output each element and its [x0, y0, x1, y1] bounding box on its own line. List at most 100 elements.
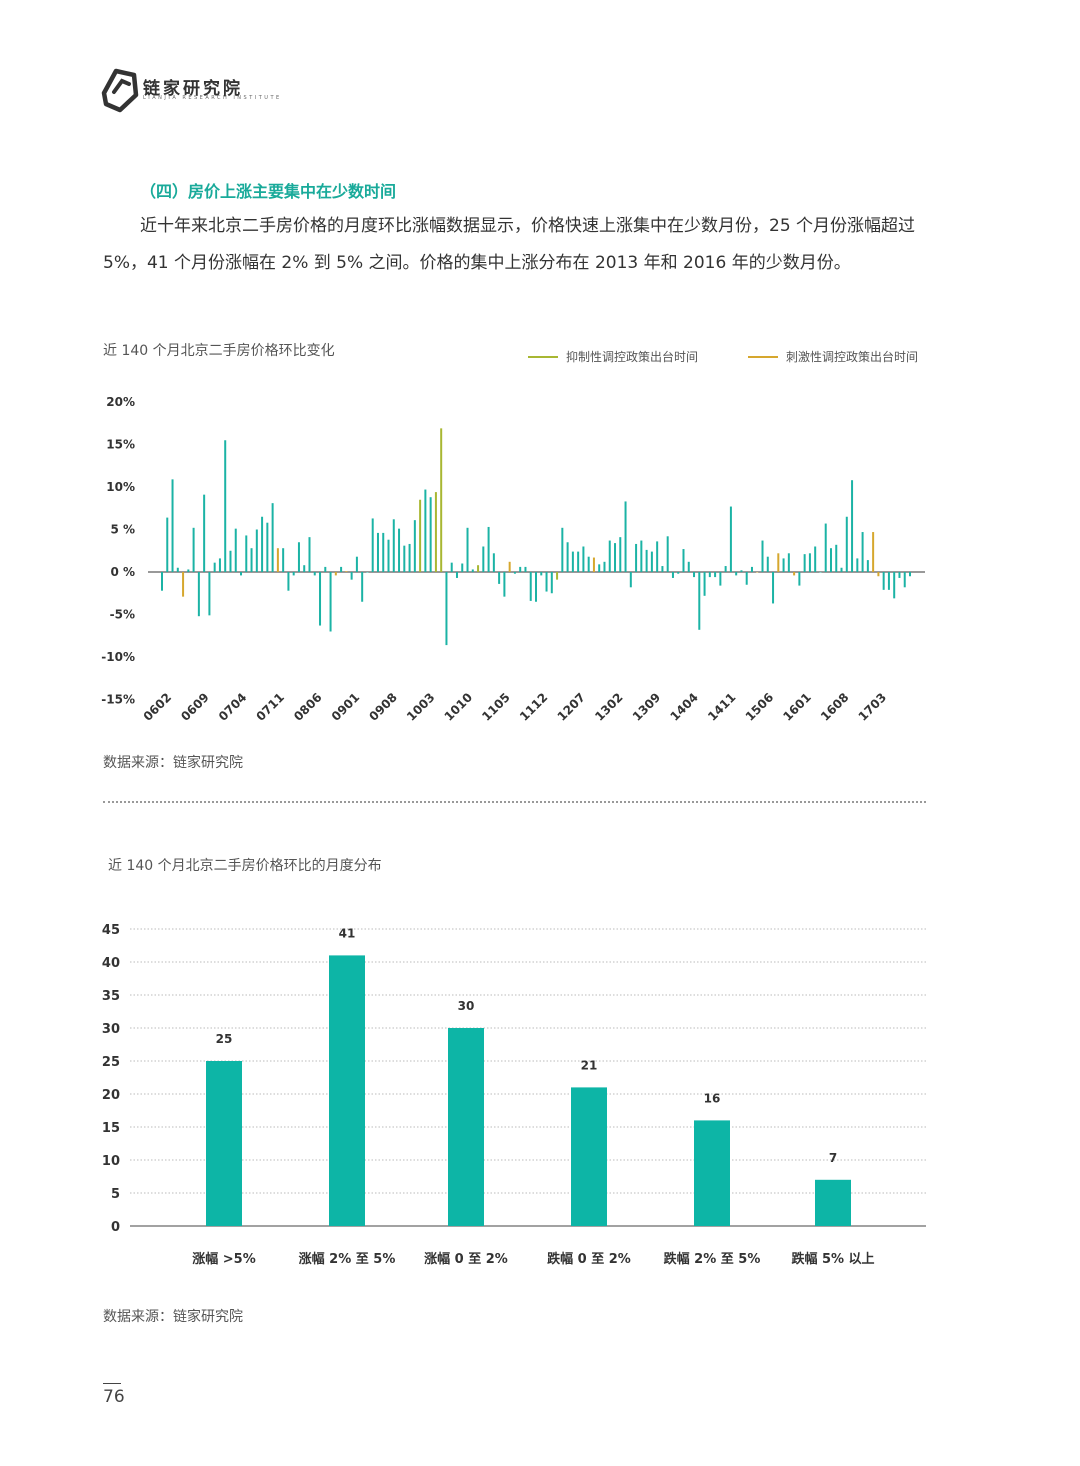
bar [761, 540, 764, 572]
bar [503, 572, 506, 597]
bar [208, 572, 211, 616]
category-label: 涨幅 >5% [191, 1251, 256, 1267]
bar [740, 570, 743, 572]
bar [903, 572, 906, 588]
data-label: 16 [704, 1091, 721, 1105]
bar [856, 558, 859, 572]
bar [213, 562, 216, 572]
bar [445, 572, 448, 646]
bar [398, 528, 401, 572]
bar [187, 569, 190, 572]
bar [698, 572, 701, 630]
bar [772, 572, 775, 604]
bar [624, 501, 627, 572]
bar [703, 572, 706, 596]
bar [619, 537, 622, 572]
bar [329, 572, 332, 632]
bar [556, 572, 559, 580]
bar [448, 1028, 484, 1226]
y-tick-label: 0 [111, 1220, 120, 1235]
y-tick-label: 15% [106, 438, 135, 452]
bar [234, 528, 237, 572]
x-tick-label: 1411 [705, 690, 739, 724]
bar [392, 519, 395, 572]
bar [798, 572, 801, 586]
data-label: 30 [458, 999, 475, 1013]
bar [224, 440, 227, 572]
bar [714, 572, 717, 578]
bar [440, 428, 443, 572]
bar [529, 572, 532, 601]
bar [271, 503, 274, 572]
bar [413, 520, 416, 572]
legend-stimulate: 刺激性调控政策出台时间 [748, 348, 918, 365]
bar [694, 1120, 730, 1226]
bar [297, 542, 300, 572]
y-tick-label: -5% [110, 608, 135, 622]
bar [171, 479, 174, 572]
y-tick-label: 20% [106, 395, 135, 409]
bar [909, 572, 911, 577]
x-tick-label: 1003 [404, 690, 438, 724]
y-tick-label: 5 [111, 1187, 120, 1202]
bar [682, 549, 685, 572]
section-title: （四）房价上涨主要集中在少数时间 [140, 182, 397, 201]
bar [666, 536, 669, 572]
legend-restrict-swatch [528, 355, 558, 358]
x-tick-label: 1302 [592, 690, 626, 724]
bar [577, 551, 580, 572]
bar [419, 499, 422, 572]
bar [498, 572, 501, 584]
bar [266, 522, 269, 572]
bar [250, 548, 253, 572]
bar [487, 526, 490, 572]
bar [192, 527, 195, 572]
bar [677, 572, 680, 574]
bar [571, 1087, 607, 1226]
bar [545, 572, 548, 592]
category-label: 跌幅 0 至 2% [547, 1251, 631, 1267]
bar [693, 572, 696, 578]
bar [735, 572, 738, 576]
bar [829, 548, 832, 572]
bar [851, 480, 854, 572]
bar [524, 566, 527, 572]
bar [303, 565, 306, 572]
bar [835, 544, 838, 572]
bar [756, 572, 759, 573]
category-label: 跌幅 2% 至 5% [664, 1251, 761, 1267]
bar [866, 560, 869, 572]
bar [492, 553, 495, 572]
x-tick-label: 0711 [253, 690, 287, 724]
bar [355, 556, 358, 572]
bar [466, 527, 469, 572]
bar [461, 563, 464, 572]
y-tick-label: 15 [102, 1121, 120, 1136]
bar [340, 566, 343, 572]
bar [261, 516, 264, 572]
bar [203, 494, 206, 572]
bar [840, 567, 843, 572]
bar [598, 564, 601, 572]
legend-stimulate-swatch [748, 355, 778, 358]
bar [656, 541, 659, 572]
bar [571, 551, 574, 572]
data-label: 41 [339, 926, 356, 940]
x-tick-label: 1404 [667, 690, 701, 724]
y-tick-label: 45 [102, 923, 120, 938]
bar [471, 569, 474, 572]
bar [245, 535, 248, 572]
bar [319, 572, 322, 626]
bar [650, 551, 653, 572]
bar [861, 532, 864, 572]
legend-restrict-label: 抑制性调控政策出台时间 [566, 350, 699, 364]
bar [329, 955, 365, 1226]
bar [845, 516, 848, 572]
legend-restrict: 抑制性调控政策出台时间 [528, 348, 698, 365]
bar [540, 572, 543, 576]
bar [640, 540, 643, 572]
bar [877, 572, 880, 577]
bar [561, 527, 564, 572]
bar [450, 562, 453, 572]
x-tick-label: 1601 [780, 690, 814, 724]
